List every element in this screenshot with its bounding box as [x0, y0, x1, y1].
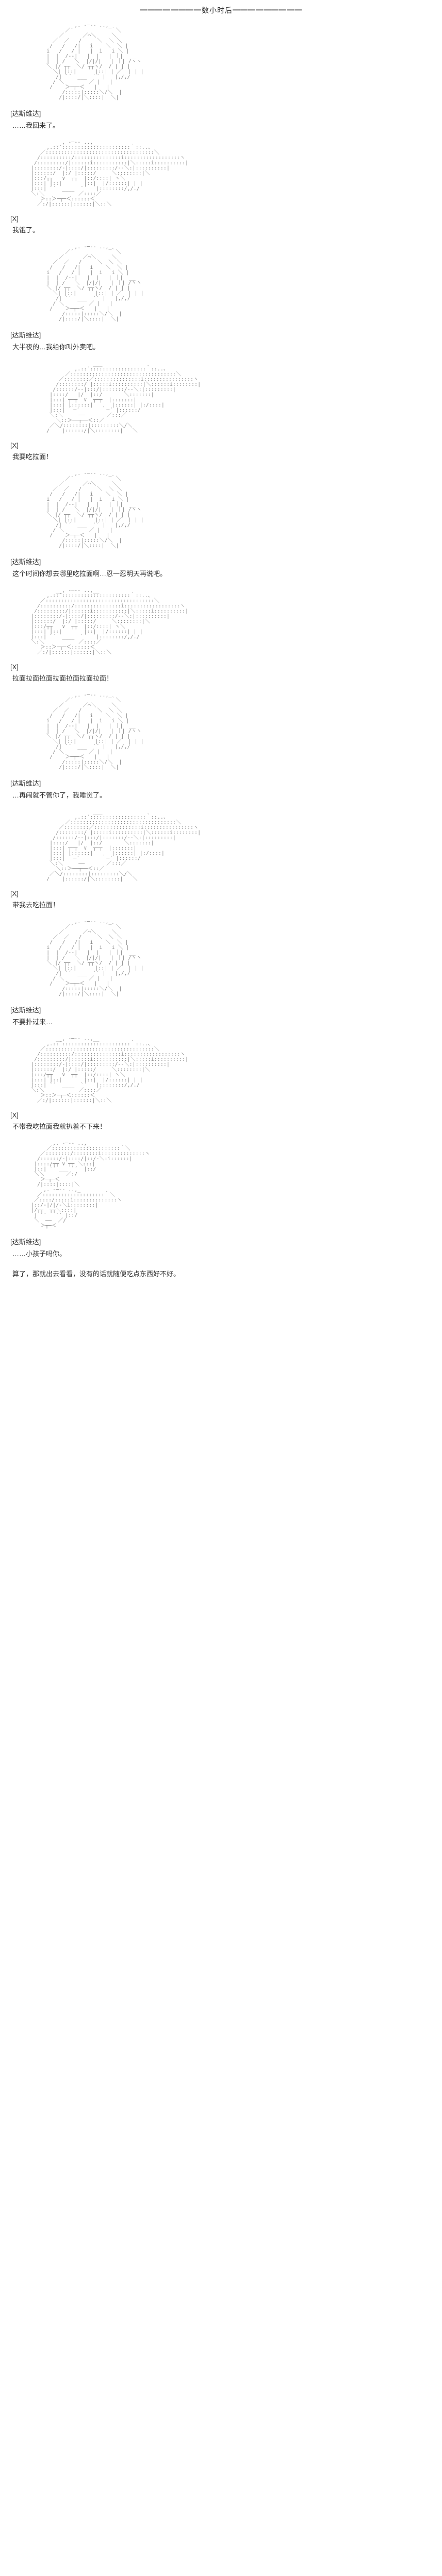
ascii-art-panel: ,. -─‐- ..,_ ／´ ｀＼ ／ ／⌒＼ ＼ ／ ／ / ＼ ＼ ＼ /…: [31, 245, 432, 322]
speaker-label: [X]: [10, 215, 432, 223]
ascii-art-panel: ,. -─‐- ..,_ ／´ ｀＼ ／ ／⌒＼ ＼ ／ ／ / ＼ ＼ ＼ /…: [31, 693, 432, 770]
speaker-label: [达斯维达]: [10, 1005, 432, 1014]
ascii-art-panel: ,. -─‐- ..,_ ／´ ｀＼ ／ ／⌒＼ ＼ ／ ／ / ＼ ＼ ＼ /…: [31, 23, 432, 100]
ascii-art-panel: ,. -─-- ..,_ ／::::::::::::::::::::::｀＼ ／…: [31, 1141, 432, 1229]
dialogue-text: …再闹就不管你了，我睡觉了。: [10, 790, 432, 800]
dialogue-text: 这个时间你想去哪里吃拉面啊…忍一忍明天再说吧。: [10, 568, 432, 578]
dialogue-text: ……我回来了。: [10, 120, 432, 130]
speaker-label: [达斯维达]: [10, 1236, 432, 1246]
speaker-label: [X]: [10, 663, 432, 671]
dialogue-text: 不要扑过来…: [10, 1016, 432, 1026]
speaker-label: [达斯维达]: [10, 108, 432, 118]
dialogue-text: 拉面拉面拉面拉面拉面拉面拉面！: [10, 673, 432, 683]
ascii-art-panel: __, -─-- ..,__ ,.::´::::::::::::::::::::…: [31, 140, 432, 207]
speaker-label: [X]: [10, 1111, 432, 1119]
dialogue-text: 我要吃拉面！: [10, 451, 432, 461]
ascii-art-panel: ,. -─‐- ..,_ ／´ ｀＼ ／ ／⌒＼ ＼ ／ ／ / ＼ ＼ ＼ /…: [31, 920, 432, 997]
speaker-label: [X]: [10, 890, 432, 897]
ascii-art-panel: ___ ,.::´::::::::::::::::::｀::..、 ／:::::…: [31, 810, 432, 882]
ascii-art-panel: __, -─-- ..,__ ,.::´::::::::::::::::::::…: [31, 588, 432, 655]
dialogue-text: 大半夜的…我给你叫外卖吧。: [10, 342, 432, 351]
speaker-label: [X]: [10, 442, 432, 449]
dialogue-text: 不带我吃拉面我就扒着不下来！: [10, 1121, 432, 1131]
speaker-label: [达斯维达]: [10, 778, 432, 788]
time-divider: ━━━━━━━━数小时后━━━━━━━━━: [10, 5, 432, 15]
dialogue-text: 带我去吃拉面！: [10, 900, 432, 909]
ascii-art-panel: ,. -─‐- ..,_ ／´ ｀＼ ／ ／⌒＼ ＼ ／ ／ / ＼ ＼ ＼ /…: [31, 471, 432, 549]
speaker-label: [达斯维达]: [10, 330, 432, 340]
dialogue-text-extra: 算了，那就出去看看，没有的话就随便吃点东西好不好。: [10, 1268, 432, 1278]
dialogue-text: ……小孩子吗你。: [10, 1248, 432, 1258]
ascii-art-panel: ___ ,.::´::::::::::::::::::｀::..、 ／:::::…: [31, 362, 432, 434]
dialogue-text: 我饿了。: [10, 225, 432, 234]
speaker-label: [达斯维达]: [10, 556, 432, 566]
ascii-art-panel: __, -─-- ..,__ ,.::´::::::::::::::::::::…: [31, 1037, 432, 1104]
